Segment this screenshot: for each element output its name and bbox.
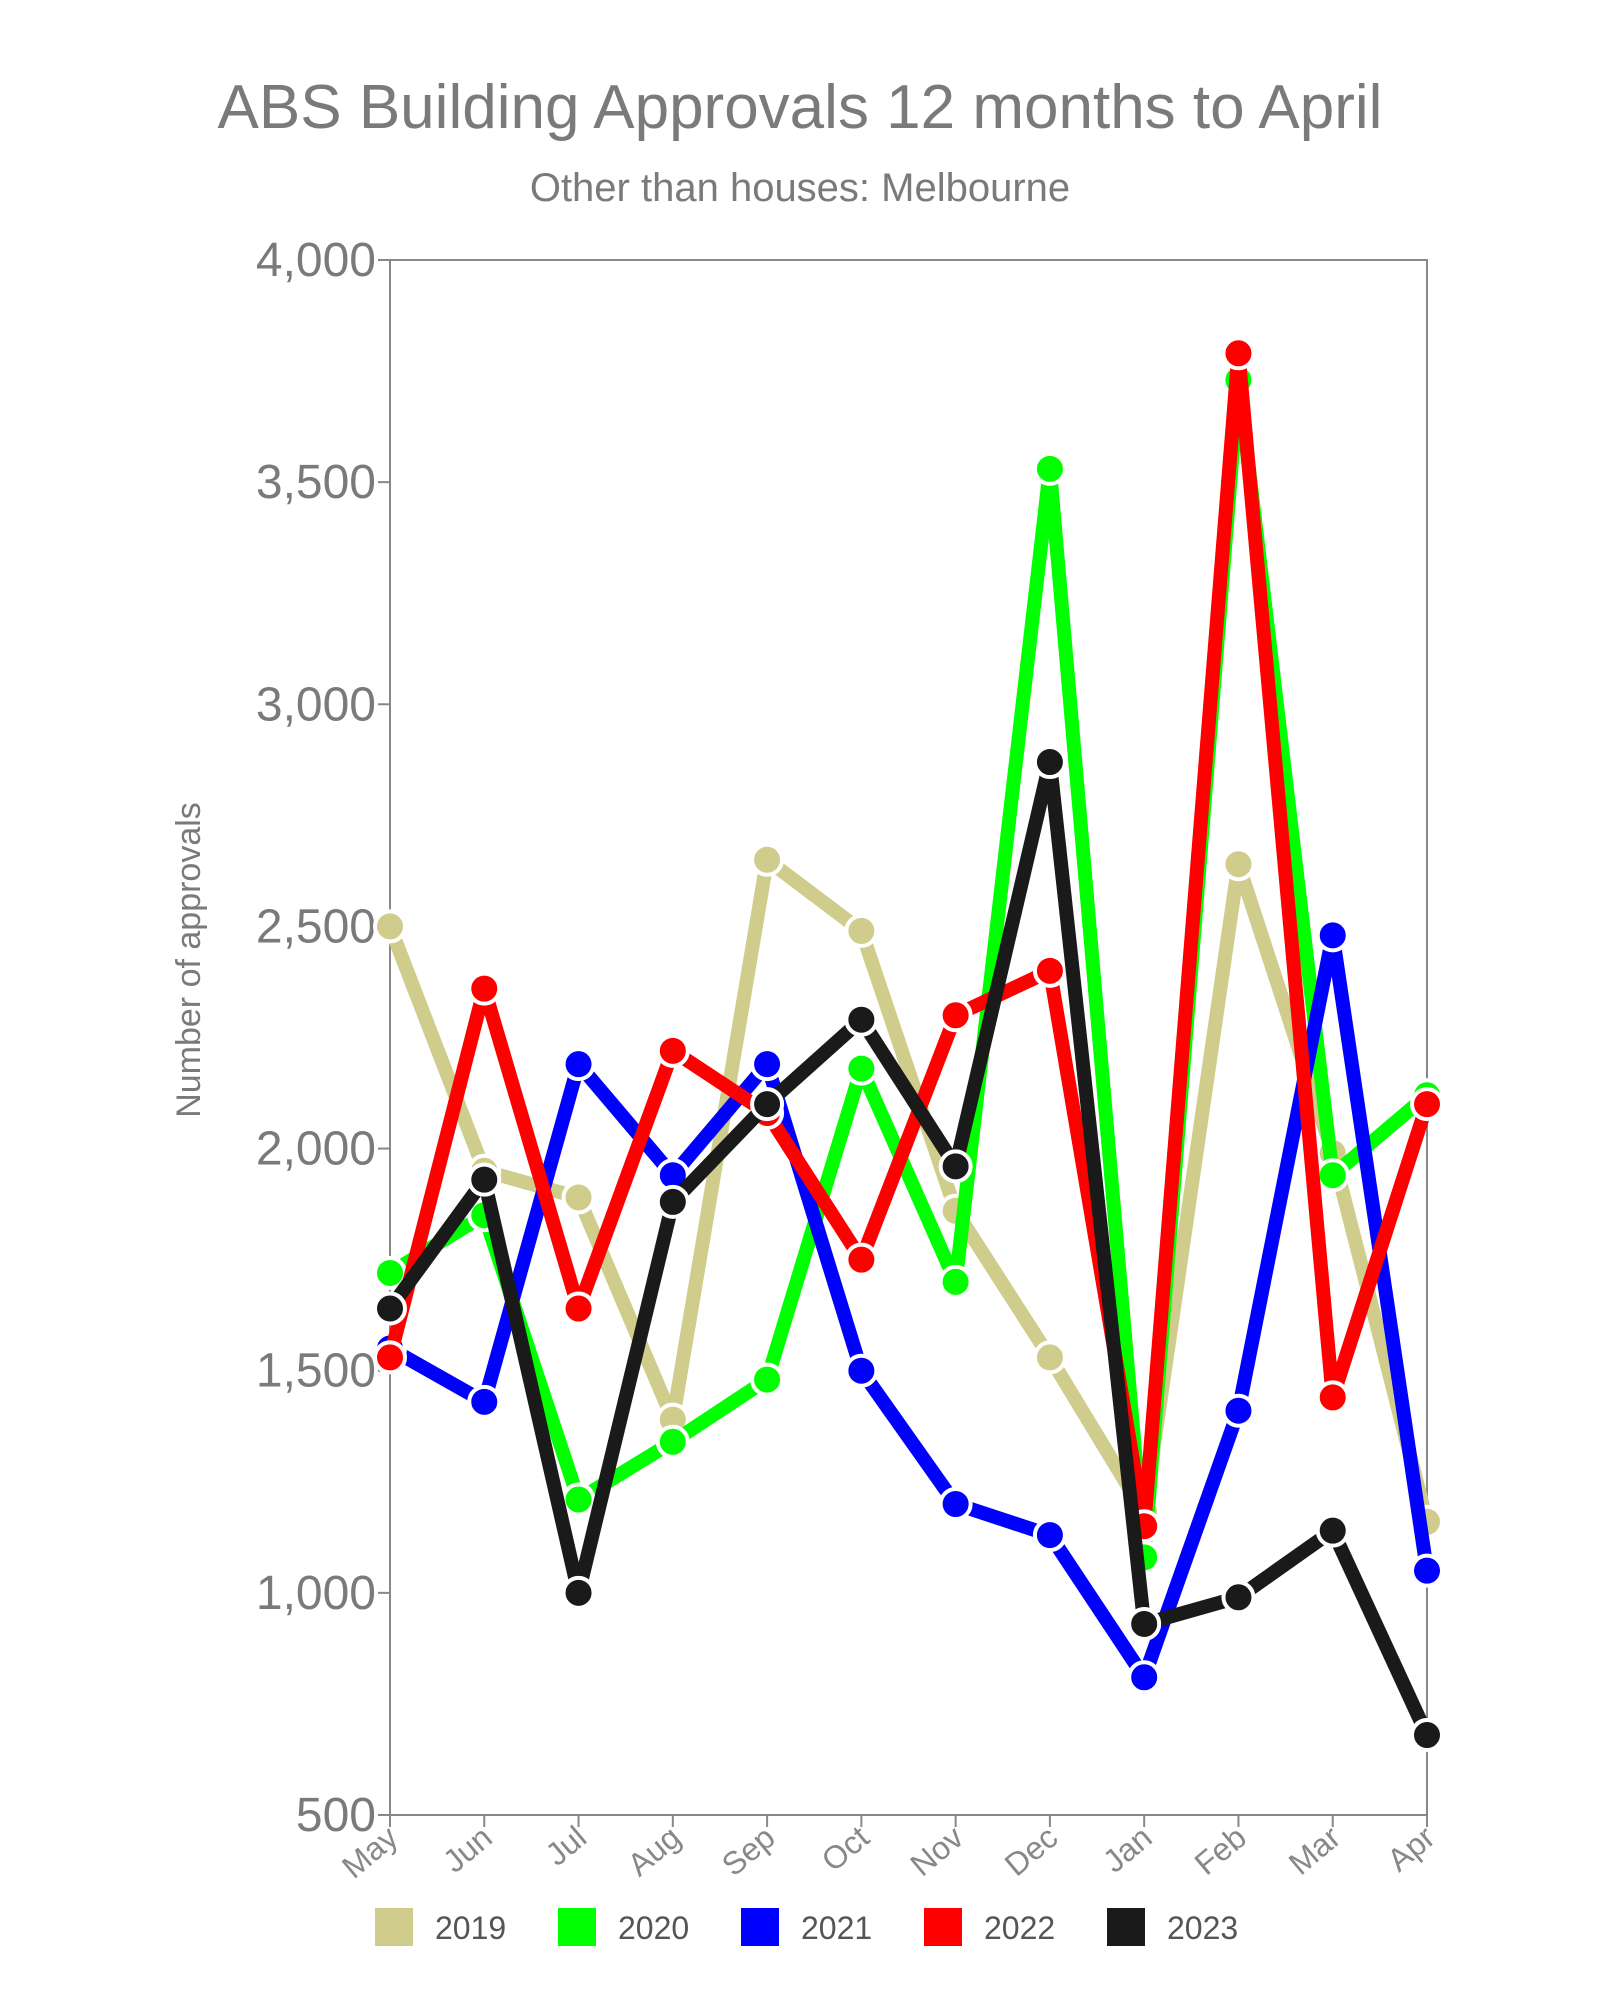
series-2022 bbox=[373, 336, 1444, 1544]
x-tick-label: Aug bbox=[621, 1819, 688, 1883]
data-point bbox=[938, 998, 973, 1033]
data-point bbox=[561, 1180, 596, 1215]
legend-swatch-2023 bbox=[1107, 1908, 1145, 1946]
series-2023 bbox=[373, 745, 1444, 1753]
data-point bbox=[844, 1353, 879, 1388]
y-tick-label: 1,500 bbox=[256, 1345, 376, 1398]
y-axis-label: Number of approvals bbox=[170, 802, 208, 1118]
x-tick-label: Jan bbox=[1096, 1819, 1159, 1880]
data-point bbox=[373, 1340, 407, 1375]
series-line-2023 bbox=[383, 755, 1434, 1743]
y-axis: 4,000 3,500 3,000 2,500 2,000 1,500 1,000 500 bbox=[256, 234, 390, 1842]
data-point bbox=[844, 1002, 879, 1037]
x-axis: May Jun Jul Aug Sep Oct Nov Dec Jan Feb Mar Apr bbox=[335, 1815, 1442, 1885]
x-tick-label: Sep bbox=[715, 1819, 782, 1883]
legend-label-2020: 2020 bbox=[618, 1910, 689, 1946]
data-point bbox=[750, 1047, 785, 1082]
legend-label-2023: 2023 bbox=[1167, 1910, 1238, 1946]
series-layer bbox=[373, 336, 1444, 1753]
data-point bbox=[373, 909, 407, 944]
series-line-2022 bbox=[383, 346, 1434, 1534]
data-point bbox=[844, 1242, 879, 1277]
data-point bbox=[750, 842, 785, 877]
legend-label-2022: 2022 bbox=[984, 1910, 1055, 1946]
data-point bbox=[1032, 953, 1067, 988]
data-point bbox=[1032, 745, 1067, 780]
y-tick-label: 500 bbox=[296, 1789, 376, 1842]
y-tick-label: 4,000 bbox=[256, 234, 376, 287]
data-point bbox=[1032, 1340, 1067, 1375]
plot-border bbox=[389, 259, 1428, 1816]
data-point bbox=[655, 1424, 690, 1459]
series-2021 bbox=[373, 918, 1444, 1695]
x-tick-label: Feb bbox=[1188, 1819, 1253, 1882]
x-tick-label: Apr bbox=[1380, 1819, 1442, 1879]
x-tick-label: Oct bbox=[815, 1819, 876, 1879]
data-point bbox=[1127, 1606, 1162, 1641]
data-point bbox=[1032, 451, 1067, 486]
legend-swatch-2022 bbox=[924, 1908, 962, 1946]
y-tick-label: 2,500 bbox=[256, 900, 376, 953]
legend-label-2021: 2021 bbox=[801, 1910, 872, 1946]
series-line-2021 bbox=[383, 928, 1434, 1685]
data-point bbox=[655, 1184, 690, 1219]
x-tick-label: Nov bbox=[903, 1819, 970, 1883]
data-point bbox=[938, 1149, 973, 1184]
data-point bbox=[1032, 1518, 1067, 1553]
chart-subtitle: Other than houses: Melbourne bbox=[529, 166, 1071, 210]
data-point bbox=[373, 1291, 407, 1326]
data-point bbox=[1315, 1380, 1350, 1415]
data-point bbox=[1410, 1553, 1444, 1588]
y-tick-label: 2,000 bbox=[256, 1123, 376, 1176]
y-tick-label: 3,500 bbox=[256, 456, 376, 509]
legend-swatch-2019 bbox=[375, 1908, 413, 1946]
data-point bbox=[1221, 847, 1256, 882]
plot-frame bbox=[389, 259, 1428, 1816]
data-point bbox=[1410, 1087, 1444, 1122]
data-point bbox=[1315, 1513, 1350, 1548]
y-tick-label: 1,000 bbox=[256, 1567, 376, 1620]
data-point bbox=[561, 1047, 596, 1082]
chart-title: ABS Building Approvals 12 months to Apri… bbox=[217, 73, 1383, 142]
data-point bbox=[844, 1051, 879, 1086]
data-point bbox=[655, 1033, 690, 1068]
legend-label-2019: 2019 bbox=[435, 1910, 506, 1946]
data-point bbox=[938, 1487, 973, 1521]
data-point bbox=[467, 1384, 502, 1419]
y-tick-label: 3,000 bbox=[256, 678, 376, 731]
legend-swatch-2020 bbox=[558, 1908, 596, 1946]
data-point bbox=[750, 1362, 785, 1397]
data-point bbox=[1315, 918, 1350, 953]
x-tick-label: Mar bbox=[1282, 1819, 1348, 1882]
data-point bbox=[1315, 1158, 1350, 1193]
data-point bbox=[1410, 1718, 1444, 1753]
data-point bbox=[750, 1087, 785, 1122]
data-point bbox=[844, 913, 879, 948]
data-point bbox=[1221, 1393, 1256, 1428]
data-point bbox=[938, 1264, 973, 1299]
x-tick-label: Jun bbox=[436, 1819, 499, 1880]
data-point bbox=[561, 1291, 596, 1326]
data-point bbox=[1127, 1660, 1162, 1695]
data-point bbox=[467, 1162, 502, 1197]
x-tick-label: Dec bbox=[998, 1819, 1065, 1883]
legend: 2019 2020 2021 2022 2023 bbox=[375, 1908, 1238, 1946]
data-point bbox=[1221, 1580, 1256, 1615]
legend-swatch-2021 bbox=[741, 1908, 779, 1946]
x-tick-label: Jul bbox=[539, 1819, 593, 1873]
data-point bbox=[561, 1482, 596, 1517]
data-point bbox=[467, 971, 502, 1006]
data-point bbox=[1221, 336, 1256, 371]
data-point bbox=[561, 1575, 596, 1610]
